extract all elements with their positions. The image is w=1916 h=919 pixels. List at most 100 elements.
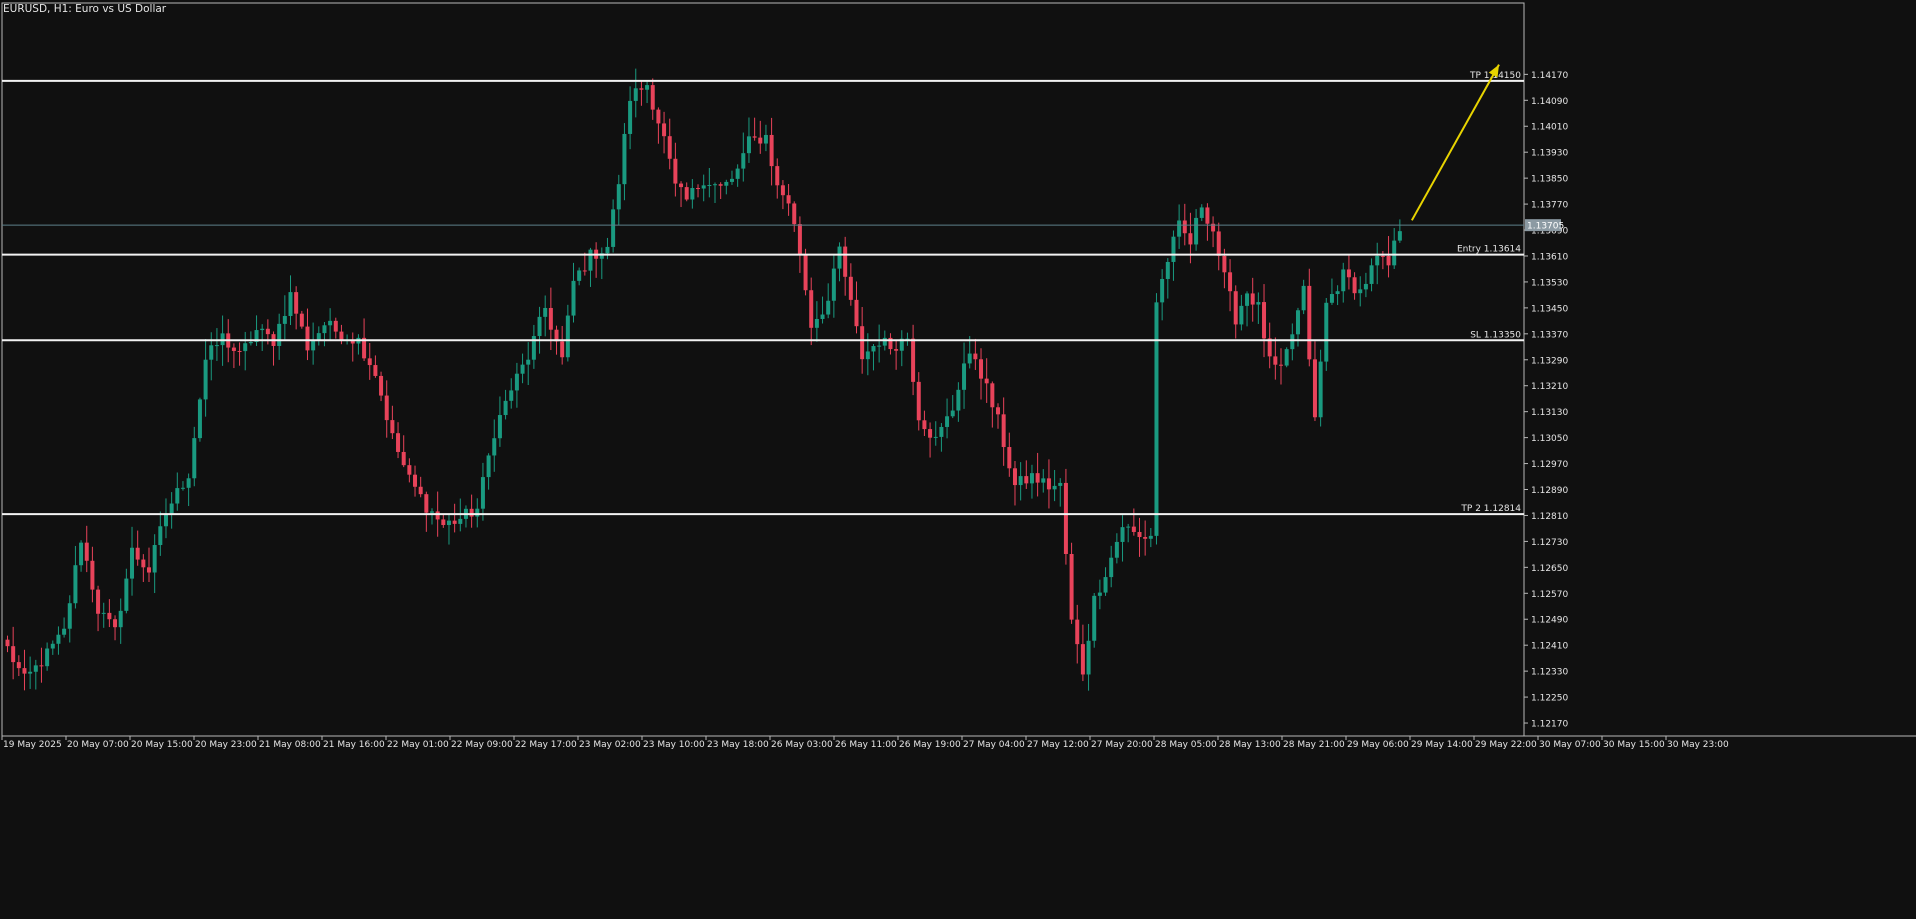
candle-body <box>882 337 887 346</box>
candle-body <box>16 662 21 669</box>
price-tick-label: 1.13530 <box>1531 278 1568 288</box>
chart-title: EURUSD, H1: Euro vs US Dollar <box>3 3 167 15</box>
price-tick-label: 1.13690 <box>1531 227 1568 237</box>
candle-body <box>333 320 338 332</box>
trend-arrow[interactable] <box>1410 64 1500 221</box>
candle-body <box>220 333 225 346</box>
candle-body <box>673 158 678 184</box>
candle-body <box>401 451 406 466</box>
time-tick-label: 29 May 14:00 <box>1411 740 1473 750</box>
candle-body <box>1324 302 1329 362</box>
candle-body <box>1273 356 1278 365</box>
time-tick-label: 22 May 09:00 <box>451 740 513 750</box>
price-tick-label: 1.13370 <box>1531 330 1568 340</box>
candle-body <box>701 185 706 189</box>
candle-body <box>430 511 434 513</box>
candle-body <box>1262 302 1267 339</box>
candle-body <box>424 494 429 513</box>
time-tick-label: 20 May 15:00 <box>131 740 193 750</box>
candle-body <box>158 526 163 546</box>
candle-body <box>509 390 514 401</box>
price-tick-label: 1.14170 <box>1531 71 1568 81</box>
candle-body <box>260 328 265 331</box>
price-tick-label: 1.12330 <box>1531 668 1568 678</box>
candle-body <box>588 249 593 271</box>
arrow-head-icon <box>1488 64 1499 78</box>
candle-body <box>837 246 842 269</box>
candle-body <box>163 513 168 527</box>
candle-body <box>192 438 197 479</box>
candle-body <box>322 325 327 334</box>
candle-body <box>814 318 819 328</box>
candle-body <box>690 188 695 200</box>
candle-body <box>101 612 106 614</box>
price-tick-label: 1.13210 <box>1531 382 1568 392</box>
candle-body <box>922 420 927 430</box>
time-tick-label: 23 May 18:00 <box>707 740 769 750</box>
candle-body <box>452 520 457 524</box>
time-tick-label: 21 May 08:00 <box>259 740 321 750</box>
time-tick-label: 20 May 07:00 <box>67 740 129 750</box>
time-tick-label: 28 May 13:00 <box>1219 740 1281 750</box>
candle-body <box>662 123 667 137</box>
candle-body <box>492 438 497 456</box>
candle-body <box>1120 527 1125 542</box>
price-tick-label: 1.13610 <box>1531 252 1568 262</box>
candle-body <box>848 276 853 300</box>
candle-body <box>11 646 16 663</box>
candle-body <box>152 545 157 573</box>
candle-body <box>124 578 129 611</box>
price-tick-label: 1.13130 <box>1531 408 1568 418</box>
candle-body <box>1001 414 1006 448</box>
candle-body <box>1284 349 1289 366</box>
candle-body <box>877 345 882 347</box>
candle-body <box>724 181 729 186</box>
candle-body <box>1114 541 1119 558</box>
candle-body <box>1250 293 1255 305</box>
candle-body <box>141 559 146 568</box>
candle-body <box>1211 223 1216 232</box>
candle-body <box>113 619 118 628</box>
candle-body <box>911 338 916 382</box>
candle-body <box>186 478 191 488</box>
candle-body <box>96 589 101 614</box>
candle-body <box>1154 302 1159 536</box>
candle-body <box>1069 553 1074 620</box>
candle-body <box>45 648 50 667</box>
candle-body <box>820 314 825 319</box>
candle-body <box>1375 255 1380 266</box>
candle-body <box>135 547 140 560</box>
candle-body <box>316 333 321 341</box>
candle-body <box>1012 468 1017 486</box>
candle-body <box>1290 334 1295 350</box>
candle-body <box>543 307 548 317</box>
candle-body <box>888 337 893 350</box>
level-label: SL 1.13350 <box>1470 330 1521 340</box>
candle-body <box>1063 482 1068 554</box>
candle-body <box>1148 535 1153 539</box>
candle-body <box>288 292 293 316</box>
candle-body <box>696 188 701 190</box>
price-tick-label: 1.12170 <box>1531 720 1568 730</box>
candle-body <box>407 465 412 475</box>
candle-body <box>537 316 542 337</box>
candle-body <box>1035 473 1040 483</box>
candle-body <box>107 612 112 620</box>
candle-body <box>28 671 33 674</box>
candle-body <box>871 346 876 352</box>
candle-body <box>979 359 984 379</box>
price-tick-label: 1.13450 <box>1531 304 1568 314</box>
candle-body <box>1392 240 1397 266</box>
candle-body <box>1199 207 1204 218</box>
candle-body <box>831 268 836 301</box>
candle-body <box>916 381 921 421</box>
candle-body <box>1041 478 1046 483</box>
candle-body <box>1228 272 1233 292</box>
candle-body <box>243 343 248 352</box>
candle-body <box>1171 236 1176 262</box>
candle-body <box>899 338 904 351</box>
candle-body <box>1222 255 1227 273</box>
time-tick-label: 19 May 2025 <box>3 740 62 750</box>
